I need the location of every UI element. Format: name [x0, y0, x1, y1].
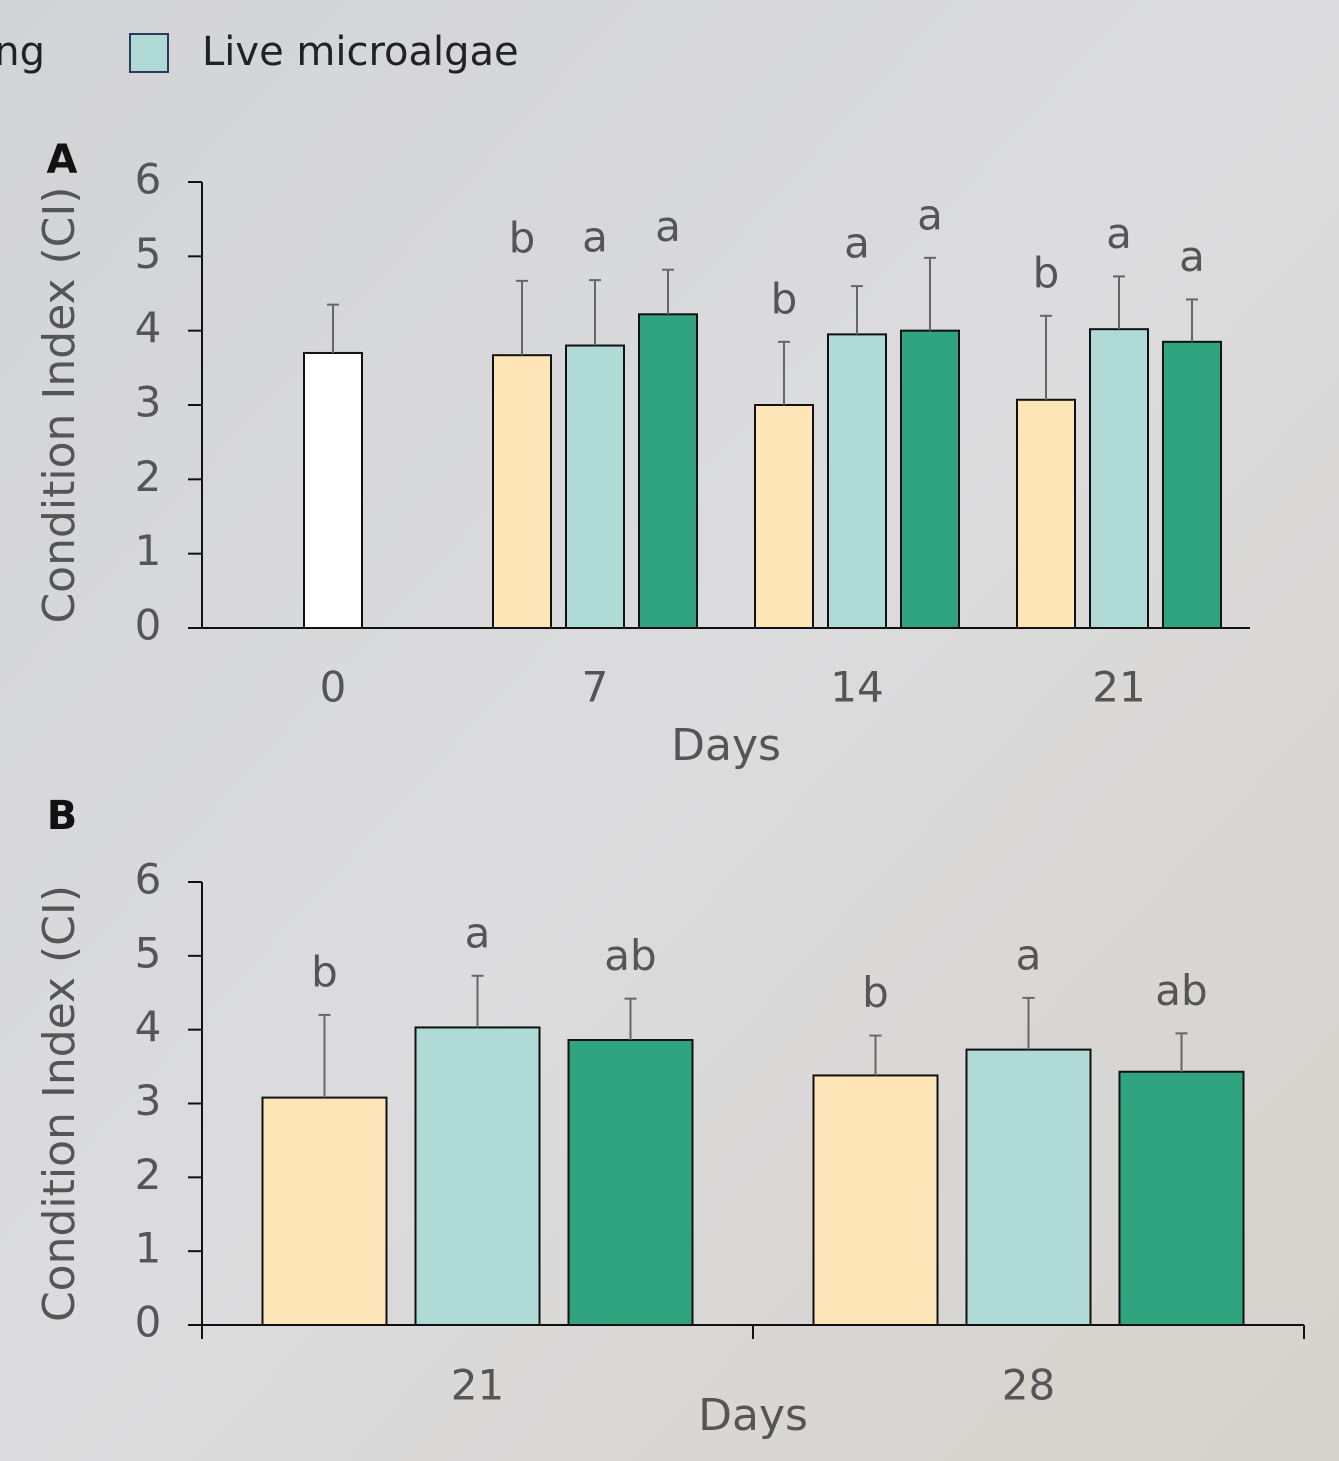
x-tick-label: 7 [582, 663, 609, 712]
bar [566, 346, 624, 628]
significance-letter: b [509, 213, 536, 262]
bar [828, 334, 886, 628]
y-tick-label: 5 [135, 928, 162, 977]
y-axis-label: Condition Index (CI) [34, 885, 85, 1322]
bar [263, 1098, 387, 1325]
legend-swatch [130, 34, 168, 72]
legend-label: Live microalgae [202, 29, 519, 75]
y-tick-label: 5 [135, 229, 162, 278]
bar [569, 1040, 693, 1325]
x-tick-label: 21 [451, 1361, 504, 1410]
significance-letter: b [1033, 248, 1060, 297]
significance-letter: b [771, 274, 798, 323]
y-tick-label: 0 [135, 1298, 162, 1347]
y-tick-label: 4 [135, 1002, 162, 1051]
significance-letter: a [465, 908, 491, 957]
bar [1090, 329, 1148, 628]
chart: ng Live microalgae ACondition Index (CI)… [0, 0, 1339, 1461]
bar [755, 405, 813, 628]
significance-letter: a [1016, 930, 1042, 979]
significance-letter: a [582, 213, 608, 262]
bar [1017, 400, 1075, 628]
bar [639, 314, 697, 628]
y-axis-label: Condition Index (CI) [34, 186, 85, 623]
y-tick-label: 3 [135, 378, 162, 427]
significance-letter: ab [604, 931, 656, 980]
x-tick-label: 28 [1002, 1361, 1055, 1410]
bar [304, 353, 362, 628]
bar [1163, 342, 1221, 628]
legend-label: ng [0, 29, 45, 75]
significance-letter: a [655, 202, 681, 251]
panel-label: B [47, 793, 78, 839]
y-tick-label: 2 [135, 452, 162, 501]
y-tick-label: 2 [135, 1150, 162, 1199]
panel-label: A [47, 137, 78, 183]
x-axis-label: Days [671, 720, 781, 771]
y-tick-label: 1 [135, 1224, 162, 1273]
y-tick-label: 3 [135, 1076, 162, 1125]
significance-letter: a [844, 219, 870, 268]
x-tick-label: 14 [830, 663, 883, 712]
significance-letter: ab [1155, 966, 1207, 1015]
bar [1120, 1072, 1244, 1325]
x-axis-label: Days [698, 1390, 808, 1441]
y-tick-label: 4 [135, 303, 162, 352]
bar [967, 1050, 1091, 1325]
bar [901, 331, 959, 628]
y-tick-label: 6 [135, 155, 162, 204]
bar [814, 1075, 938, 1325]
y-tick-label: 0 [135, 601, 162, 650]
x-tick-label: 0 [320, 663, 347, 712]
x-tick-label: 21 [1092, 663, 1145, 712]
significance-letter: a [1179, 232, 1205, 281]
y-tick-label: 6 [135, 855, 162, 904]
significance-letter: b [862, 968, 889, 1017]
bar [493, 355, 551, 628]
significance-letter: a [1106, 209, 1132, 258]
bar [416, 1027, 540, 1325]
significance-letter: b [311, 947, 338, 996]
y-tick-label: 1 [135, 526, 162, 575]
significance-letter: a [917, 190, 943, 239]
